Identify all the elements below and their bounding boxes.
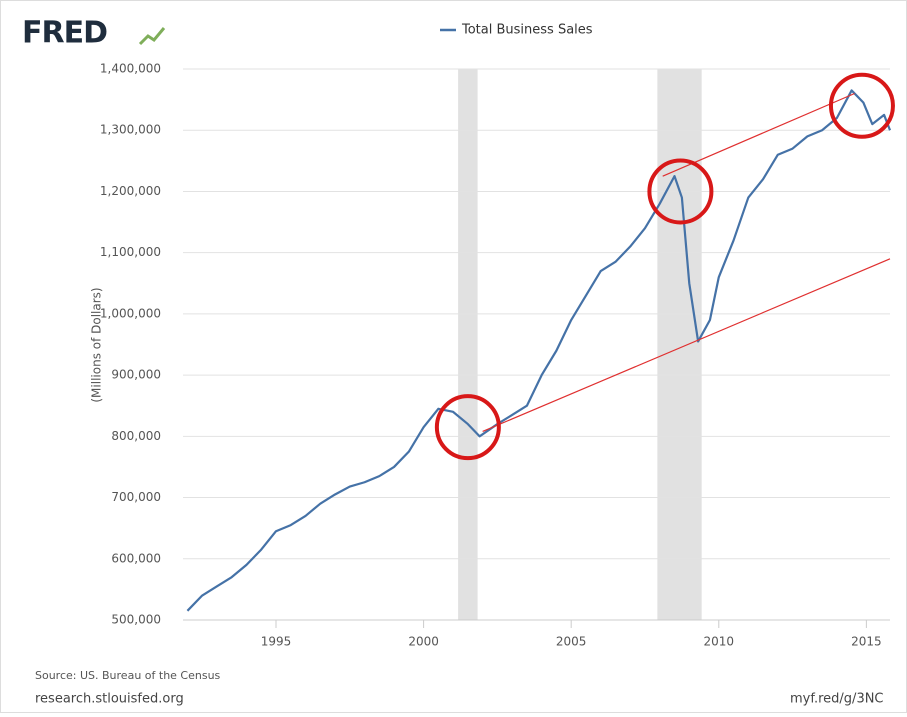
y-tick-label: 900,000 [111, 368, 161, 382]
y-tick-label: 800,000 [111, 429, 161, 443]
recession-band [458, 69, 478, 620]
x-tick-label: 2010 [704, 635, 735, 649]
x-tick-label: 2015 [851, 635, 882, 649]
y-tick-label: 1,100,000 [100, 245, 161, 259]
highlight-circle [647, 158, 714, 225]
series-line [186, 89, 892, 612]
y-tick-label: 1,200,000 [100, 184, 161, 198]
y-tick-label: 500,000 [111, 613, 161, 627]
x-tick-label: 1995 [261, 635, 292, 649]
highlight-circle [828, 72, 895, 139]
y-tick-label: 600,000 [111, 551, 161, 565]
recession-band [657, 69, 702, 620]
x-tick-label: 2000 [408, 635, 439, 649]
y-axis-label: (Millions of Dollars) [90, 287, 104, 402]
y-tick-label: 1,400,000 [100, 62, 161, 76]
site: research.stlouisfed.org [35, 692, 184, 707]
y-tick-label: 1,300,000 [100, 123, 161, 137]
y-tick-label: 700,000 [111, 490, 161, 504]
y-tick-label: 1,000,000 [100, 306, 161, 320]
logo: FRED [22, 16, 107, 51]
trend-line [482, 258, 891, 432]
x-tick-label: 2005 [556, 635, 587, 649]
highlight-circle [434, 394, 501, 461]
source: Source: US. Bureau of the Census [35, 669, 221, 682]
logo-icon [138, 27, 166, 46]
legend-label: Total Business Sales [461, 23, 593, 38]
short-link: myf.red/g/3NC [790, 692, 884, 707]
